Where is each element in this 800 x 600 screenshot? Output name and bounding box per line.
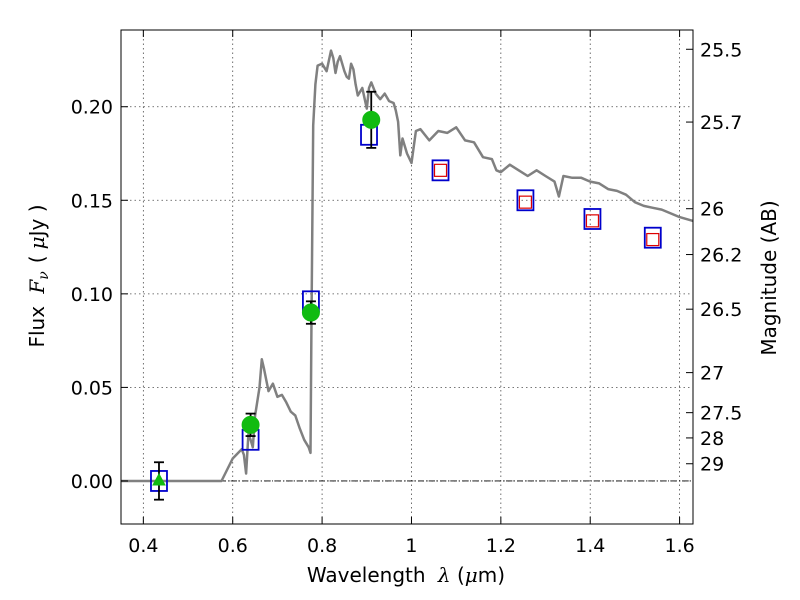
observed-point [362,110,381,129]
y-tick-label: 0.00 [71,471,113,493]
observed-point [241,415,260,434]
x-label-symbol: λ [437,563,451,587]
y-label-symbol: F [25,279,49,295]
tick-marks [121,30,693,524]
x-tick-label: 1.4 [575,535,605,557]
x-tick-label: 1.6 [664,535,694,557]
model-sed-line [121,49,694,483]
y-tick-label: 0.20 [71,97,113,119]
x-tick-label: 0.4 [128,535,158,557]
x-tick-label: 1 [405,535,417,557]
observed-point [301,303,320,322]
x-label-prefix: Wavelength [307,563,426,587]
data-marks [150,90,662,501]
y-tick-label: 0.15 [71,190,113,212]
y-label-unit-mu: μ [25,236,49,249]
y2-axis-label: Magnitude (AB) [757,200,781,355]
mag-tick-label: 26 [700,199,724,221]
x-tick-label: 0.8 [307,535,337,557]
model-photometry-square [516,189,535,212]
predicted-nir-square [585,214,600,228]
mag-tick-label: 26.2 [700,245,742,267]
y-label-sub: ν [36,271,52,280]
y-tick-label: 0.10 [71,284,113,306]
plot-frame [120,29,694,525]
mag-tick-label: 28 [700,428,724,450]
y-tick-label: 0.05 [71,377,113,399]
mag-tick-label: 25.7 [700,112,742,134]
y-label-prefix: Flux [25,306,49,348]
mag-tick-label: 29 [700,454,724,476]
x-label-unit-rest: m) [478,563,505,587]
model-photometry-square [583,208,602,230]
mag-tick-label: 27.5 [700,403,742,425]
y-axis-label: Flux Fν ( μJy ) [25,204,52,347]
predicted-nir-square [646,232,660,247]
x-label-unit-open: ( [457,563,465,587]
mag-tick-label: 25.5 [700,39,742,61]
x-tick-label: 1.2 [486,535,516,557]
predicted-nir-square [433,163,448,177]
mag-tick-label: 26.5 [700,299,742,321]
x-axis-label: Wavelength λ (μm) [307,563,505,587]
x-label-unit-mu: μ [465,563,478,587]
mag-tick-label: 27 [700,363,724,385]
y-label-unit-open: ( [25,255,49,263]
tick-labels: 0.4 0.6 0.8 1 1.2 1.4 1.6 0.00 0.05 0.10 0.15 0.20 2… [71,39,743,557]
model-photometry-square [643,226,662,249]
x-tick-label: 0.6 [218,535,248,557]
model-photometry-square [431,159,450,182]
predicted-nir-square [518,195,533,209]
upper-limit-triangle [152,472,166,486]
y-label-unit-rest: Jy ) [25,204,49,238]
grid [121,30,693,524]
